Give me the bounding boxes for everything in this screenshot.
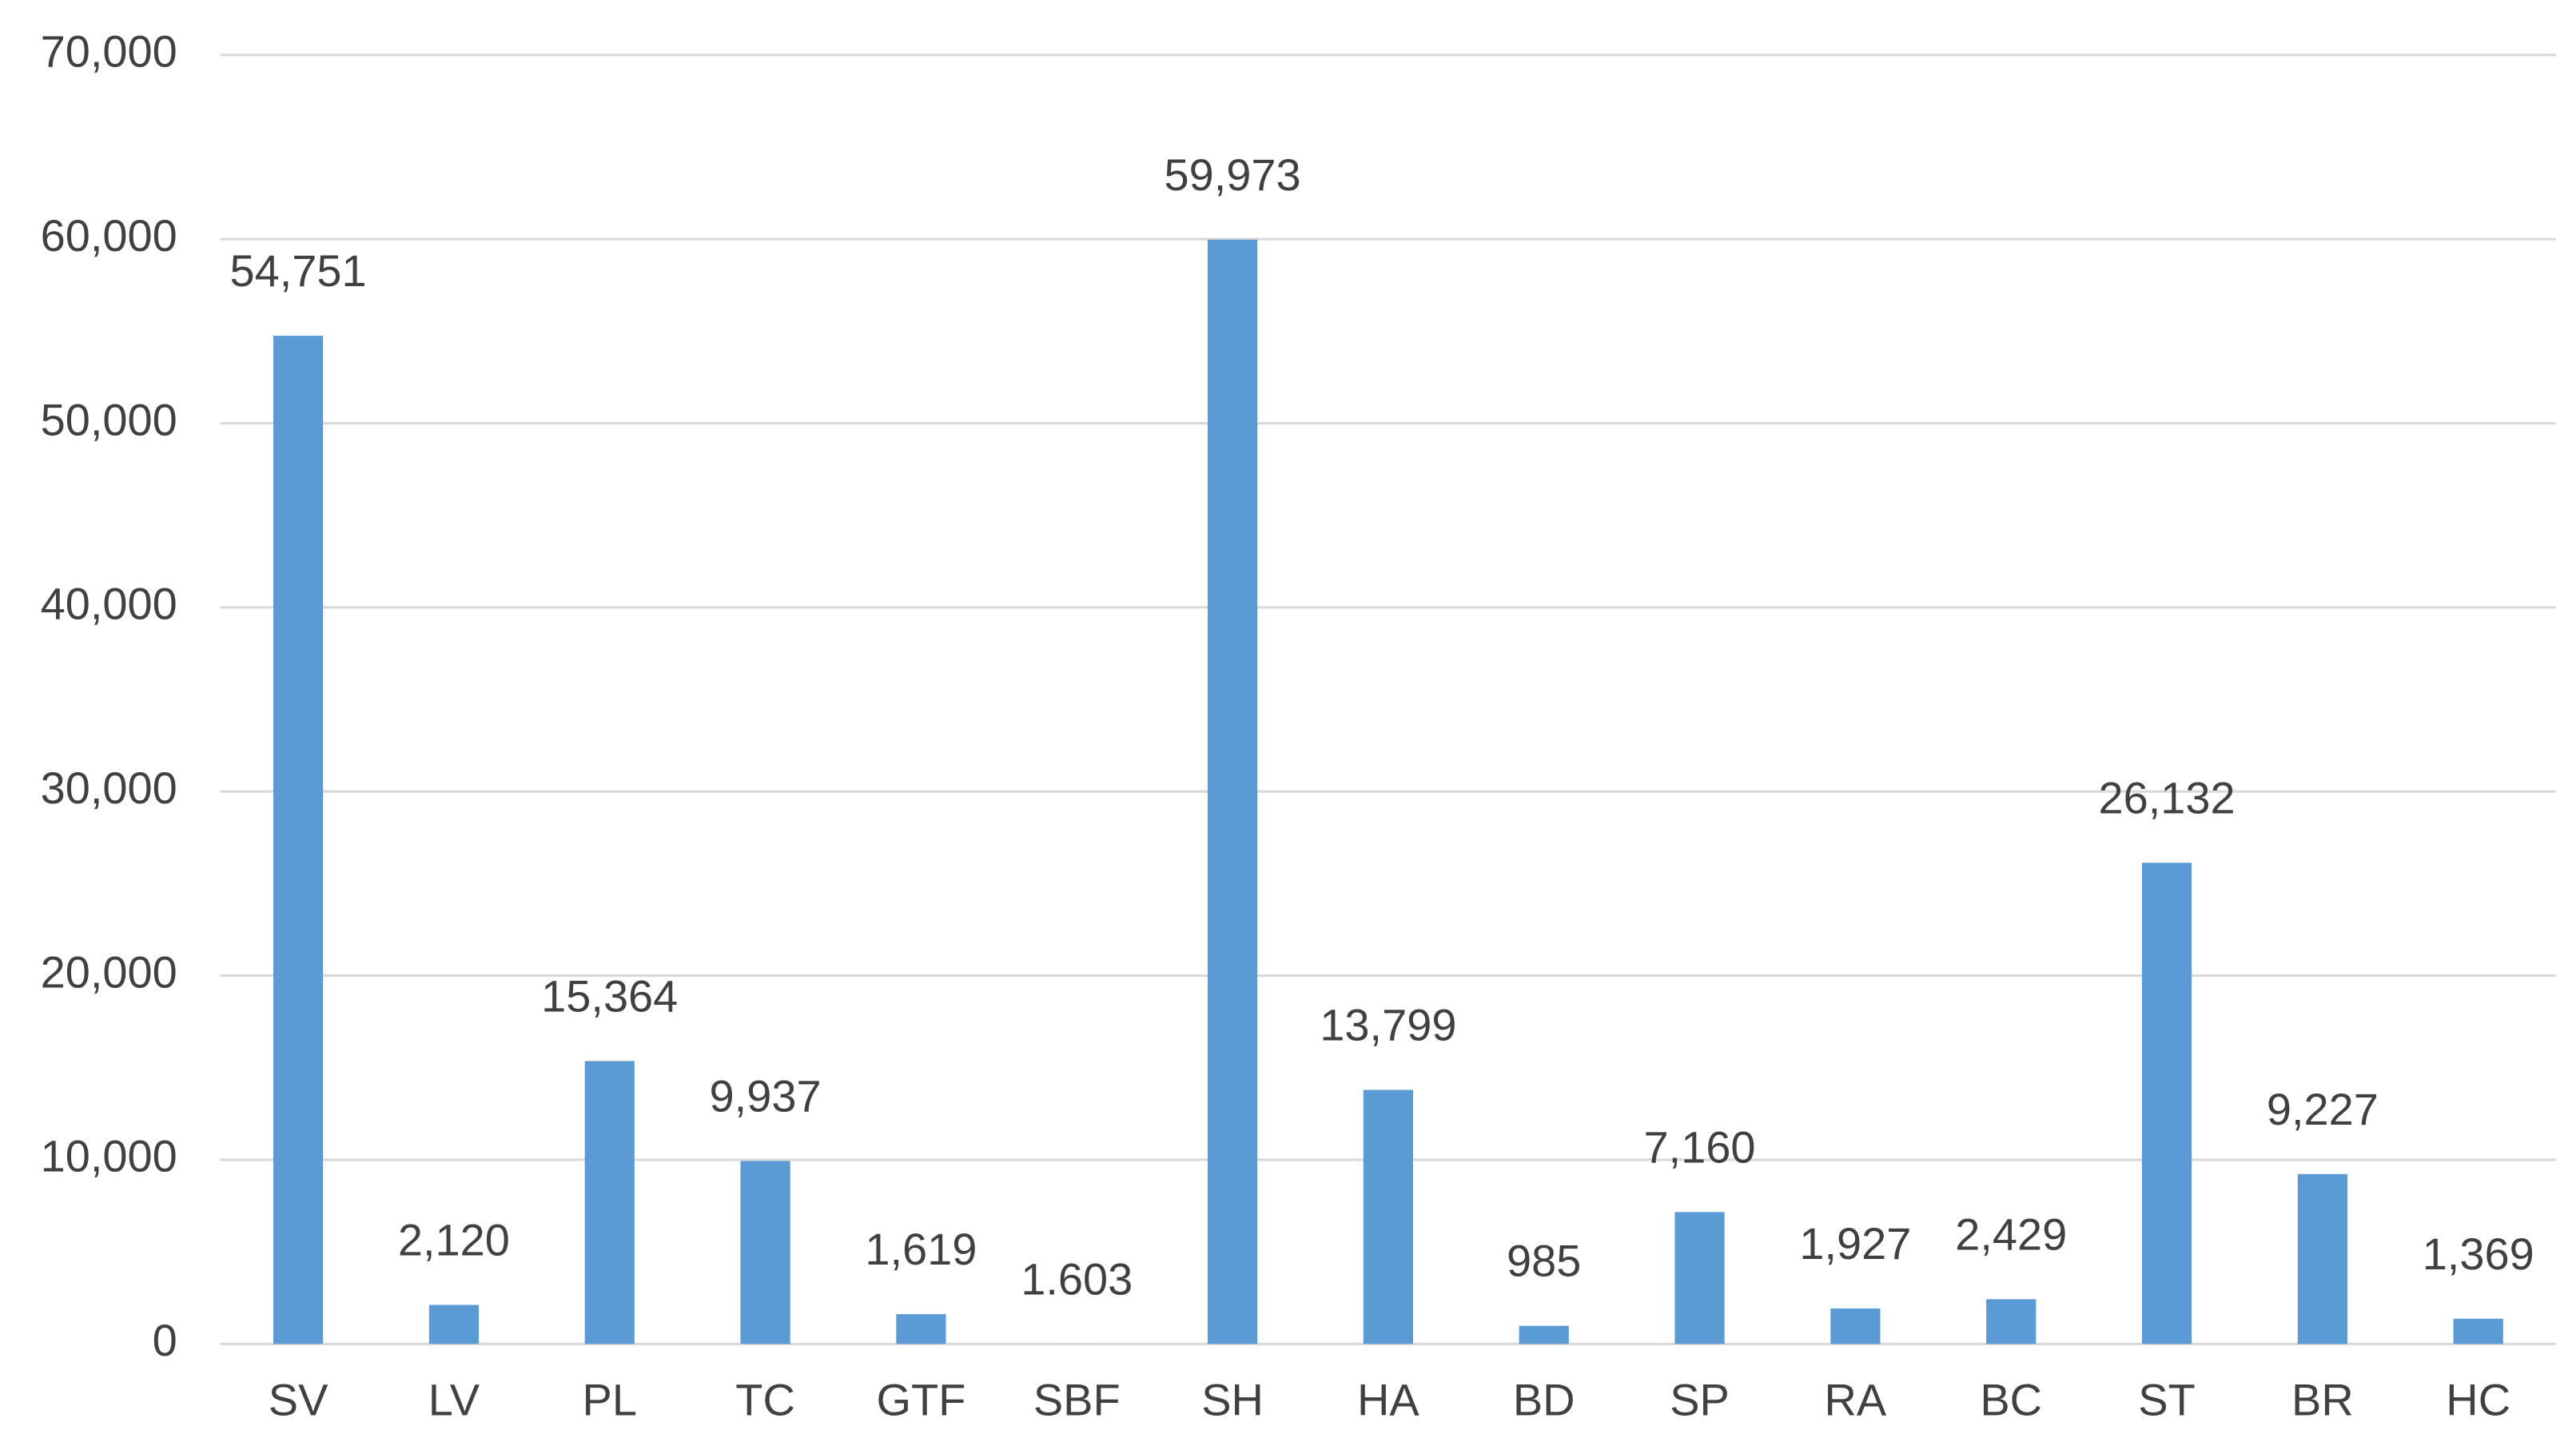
x-tick-label: SH — [1201, 1375, 1264, 1425]
data-label: 7,160 — [1644, 1121, 1756, 1172]
x-tick-label: TC — [735, 1375, 795, 1425]
y-tick-label: 10,000 — [41, 1131, 177, 1181]
bar — [1674, 1212, 1724, 1344]
x-tick-label: PL — [583, 1375, 637, 1425]
data-label: 54,751 — [230, 245, 367, 296]
x-tick-label: SV — [269, 1375, 328, 1425]
x-tick-label: BR — [2291, 1375, 2354, 1425]
x-tick-label: BC — [1980, 1375, 2042, 1425]
y-tick-label: 50,000 — [41, 394, 177, 444]
data-label: 1,369 — [2423, 1229, 2534, 1279]
bar — [1986, 1299, 2036, 1344]
data-label: 1.603 — [1021, 1253, 1133, 1304]
data-label: 985 — [1507, 1236, 1581, 1286]
x-tick-label: HA — [1357, 1375, 1419, 1425]
y-tick-label: 0 — [153, 1315, 177, 1365]
x-tick-label: LV — [428, 1375, 480, 1425]
data-label: 2,120 — [398, 1215, 510, 1265]
data-label: 59,973 — [1164, 149, 1300, 200]
y-tick-label: 20,000 — [41, 946, 177, 997]
y-tick-label: 40,000 — [41, 579, 177, 629]
data-label: 26,132 — [2098, 772, 2235, 823]
x-tick-label: GTF — [876, 1375, 966, 1425]
bar — [585, 1061, 635, 1344]
x-tick-label: BD — [1513, 1375, 1575, 1425]
data-label: 15,364 — [541, 970, 678, 1021]
data-label: 9,227 — [2267, 1084, 2379, 1134]
bar — [896, 1314, 946, 1344]
bar — [1364, 1089, 1413, 1344]
data-label: 13,799 — [1320, 1000, 1456, 1050]
data-label: 2,429 — [1955, 1209, 2067, 1259]
bar — [2454, 1319, 2503, 1344]
bar — [1519, 1326, 1569, 1344]
bar — [429, 1305, 479, 1344]
bar — [740, 1161, 790, 1344]
bar — [273, 336, 323, 1344]
x-tick-label: ST — [2138, 1375, 2196, 1425]
data-label: 1,927 — [1799, 1218, 1911, 1269]
bar — [2298, 1174, 2347, 1344]
data-label: 1,619 — [865, 1224, 977, 1274]
x-tick-label: SBF — [1033, 1375, 1121, 1425]
x-tick-label: SP — [1670, 1375, 1730, 1425]
y-tick-label: 60,000 — [41, 210, 177, 261]
x-tick-label: HC — [2446, 1375, 2510, 1425]
x-tick-label: RA — [1825, 1375, 1887, 1425]
data-label: 9,937 — [710, 1071, 822, 1121]
bar — [1830, 1309, 1880, 1344]
y-tick-label: 30,000 — [41, 763, 177, 813]
bar — [1208, 240, 1257, 1344]
bar — [2142, 862, 2192, 1344]
y-tick-label: 70,000 — [41, 26, 177, 77]
